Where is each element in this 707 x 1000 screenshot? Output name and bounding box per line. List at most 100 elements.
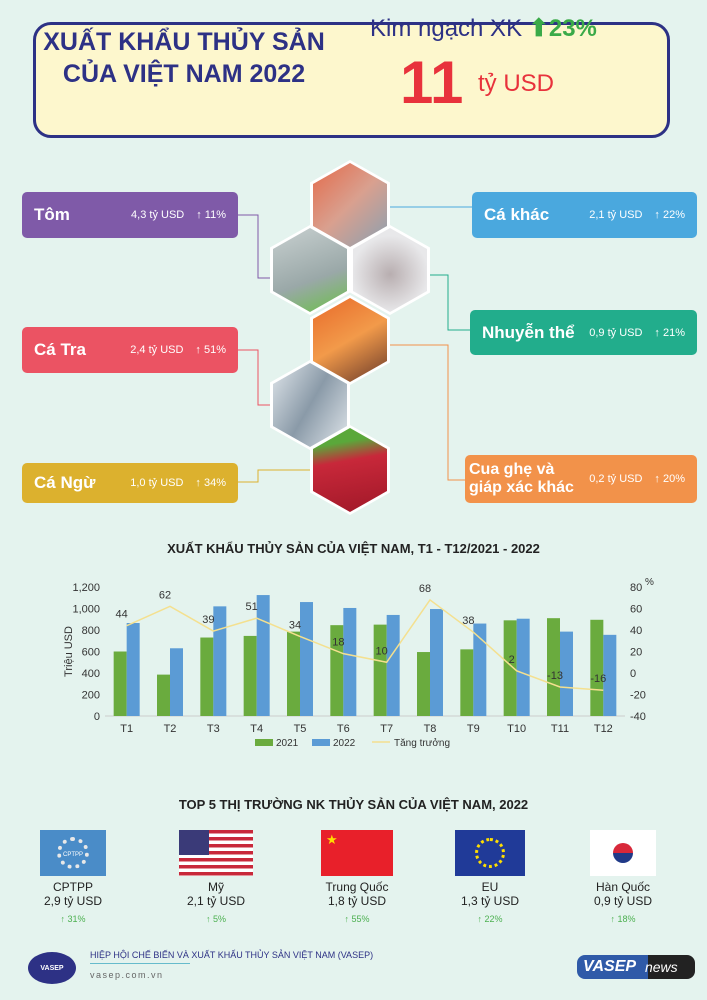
pangasius-image <box>273 363 347 447</box>
china-flag-icon: ★ <box>321 830 393 876</box>
y-tick-label: 200 <box>82 690 100 702</box>
bar-2021 <box>200 637 214 716</box>
bar-2022 <box>126 623 140 716</box>
category-other-fish: Cá khác 2,1 tỷ USD ↑ 22% <box>472 192 697 238</box>
x-tick-label: T6 <box>337 723 350 735</box>
y2-axis-label: % <box>645 577 654 588</box>
x-tick-label: T5 <box>294 723 307 735</box>
bar-2022 <box>386 614 400 716</box>
y2-tick-label: 80 <box>630 582 642 594</box>
vasep-news-logo: VASEP news <box>577 955 695 979</box>
growth-data-label: 51 <box>246 601 258 613</box>
category-shrimp: Tôm 4,3 tỷ USD ↑ 11% <box>22 192 238 238</box>
usa-flag-icon <box>179 830 253 876</box>
growth-data-label: 34 <box>289 619 301 631</box>
vasep-logo: VASEP <box>28 952 76 984</box>
octopus-image <box>353 228 427 312</box>
export-growth: 23% <box>548 15 597 42</box>
x-tick-label: T11 <box>551 723 569 735</box>
bar-2022 <box>343 607 357 716</box>
connector-lines <box>238 206 472 483</box>
total-unit: tỷ USD <box>478 70 555 97</box>
cptpp-flag-icon: CPTPP <box>40 830 106 876</box>
bar-2021 <box>157 674 170 716</box>
footer-org: HIỆP HỘI CHẾ BIẾN VÀ XUẤT KHẨU THỦY SẢN … <box>90 950 374 960</box>
page-title: XUẤT KHẨU THỦY SẢN CỦA VIỆT NAM 2022 <box>43 28 325 88</box>
x-tick-label: T3 <box>207 723 220 735</box>
bar-2022 <box>516 618 530 716</box>
y2-tick-label: 20 <box>630 647 642 659</box>
other-fish-image <box>313 163 387 247</box>
x-tick-label: T8 <box>424 723 437 735</box>
growth-data-label: 2 <box>509 654 515 666</box>
up-arrow-icon: ⬆ <box>528 15 549 42</box>
bar-2021 <box>547 618 560 716</box>
x-tick-label: T9 <box>467 723 480 735</box>
y2-tick-label: 0 <box>630 668 636 680</box>
y2-tick-label: -20 <box>630 690 646 702</box>
chart-title: XUẤT KHẨU THỦY SẢN CỦA VIỆT NAM, T1 - T1… <box>167 541 540 556</box>
market-usa: Mỹ 2,1 tỷ USD ↑ 5% <box>156 830 276 926</box>
y-tick-label: 1,000 <box>72 604 100 616</box>
bar-2021 <box>460 649 474 716</box>
bar-2022 <box>430 609 443 716</box>
tuna-image <box>313 428 387 512</box>
y2-tick-label: 60 <box>630 604 642 616</box>
bar-2022 <box>170 648 183 716</box>
y-tick-label: 400 <box>82 668 100 680</box>
legend-label-2021: 2021 <box>276 738 299 749</box>
growth-data-label: 18 <box>332 637 344 649</box>
bar-2021 <box>243 635 257 716</box>
legend-label-2022: 2022 <box>333 738 356 749</box>
x-tick-label: T10 <box>507 723 526 735</box>
bar-2022 <box>213 606 227 716</box>
market-eu: EU 1,3 tỷ USD ↑ 22% <box>430 830 550 926</box>
bar-2022 <box>300 602 313 716</box>
header-box <box>33 22 670 138</box>
market-cptpp: CPTPP CPTPP 2,9 tỷ USD ↑ 31% <box>13 830 133 926</box>
bar-2022 <box>560 631 573 716</box>
y-tick-label: 800 <box>82 625 100 637</box>
x-tick-label: T4 <box>250 723 263 735</box>
bar-2021 <box>113 651 127 716</box>
growth-data-label: -13 <box>547 670 563 682</box>
top5-title: TOP 5 THỊ TRƯỜNG NK THỦY SẢN CỦA VIỆT NA… <box>178 797 529 812</box>
eu-flag-icon <box>455 830 525 876</box>
category-crab: Cua ghẹ và giáp xác khác 0,2 tỷ USD ↑ 20% <box>465 455 697 503</box>
bar-2021 <box>373 624 387 716</box>
bar-2022 <box>473 623 487 716</box>
bar-2022 <box>603 634 617 716</box>
bar-2021 <box>417 652 430 716</box>
growth-data-label: 38 <box>462 615 474 627</box>
growth-data-label: 44 <box>116 609 128 621</box>
category-tuna: Cá Ngừ 1,0 tỷ USD ↑ 34% <box>22 463 238 503</box>
y-tick-label: 0 <box>94 711 100 723</box>
y-axis-label: Triệu USD <box>63 626 75 677</box>
bar-2021 <box>503 620 517 716</box>
y-tick-label: 600 <box>82 647 100 659</box>
x-tick-label: T7 <box>380 723 393 735</box>
y-tick-label: 1,200 <box>72 582 100 594</box>
growth-data-label: -16 <box>590 673 606 685</box>
growth-data-label: 10 <box>376 645 388 657</box>
growth-data-label: 62 <box>159 589 171 601</box>
market-china: ★ Trung Quốc 1,8 tỷ USD ↑ 55% <box>297 830 417 926</box>
category-mollusc: Nhuyễn thể 0,9 tỷ USD ↑ 21% <box>470 310 697 355</box>
y2-tick-label: -40 <box>630 711 646 723</box>
monthly-export-chart: 0 200 400 600 800 1,000 1,200 -40 -20 0 20 40 60 80 % T… <box>63 577 654 749</box>
export-value-label: Kim ngạch XK ⬆23% <box>370 15 597 42</box>
korea-flag-icon <box>590 830 656 876</box>
bar-2022 <box>256 595 270 716</box>
bar-2021 <box>330 625 344 716</box>
crab-image <box>313 298 387 382</box>
growth-line <box>126 598 604 691</box>
market-korea: Hàn Quốc 0,9 tỷ USD ↑ 18% <box>563 830 683 926</box>
footer-url: vasep.com.vn <box>90 970 164 980</box>
category-pangasius: Cá Tra 2,4 tỷ USD ↑ 51% <box>22 327 238 373</box>
bar-2021 <box>590 619 604 716</box>
x-tick-label: T1 <box>120 723 133 735</box>
legend-swatch-2021 <box>255 739 273 746</box>
x-tick-label: T12 <box>594 723 613 735</box>
total-value: 11 <box>400 49 464 116</box>
x-tick-label: T2 <box>164 723 177 735</box>
